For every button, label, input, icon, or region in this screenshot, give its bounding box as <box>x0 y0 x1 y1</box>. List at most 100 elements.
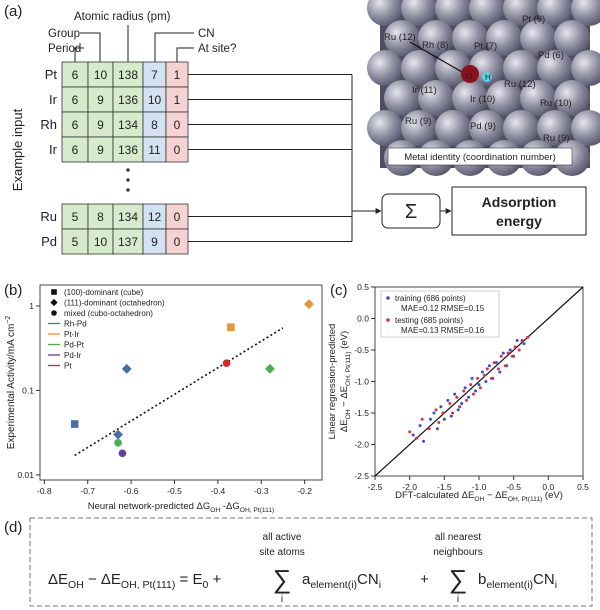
y-tick-label: -1.0 <box>354 377 369 387</box>
subscript: OH <box>210 507 220 514</box>
marker-diamond <box>264 363 275 374</box>
legend-label: Pd-Ir <box>64 351 82 360</box>
atom <box>537 110 573 146</box>
x-tick-label: 0.0 <box>542 482 554 492</box>
legend-label: training (686 points) <box>395 294 466 303</box>
x-tick-label: -0.2 <box>297 486 312 496</box>
marker-circle <box>492 361 496 365</box>
output-box <box>451 186 587 236</box>
pointer <box>409 41 463 73</box>
marker-circle <box>508 348 512 352</box>
sum-note: all nearest <box>435 532 481 543</box>
x-tick-label: -1.0 <box>472 482 487 492</box>
subscript: element(i) <box>310 579 357 591</box>
marker-circle <box>489 376 493 380</box>
equation-lhs: ΔEOH − ΔEOH, Pt(111) = E0 + <box>48 571 221 591</box>
marker-circle <box>462 389 466 393</box>
atom <box>452 20 488 56</box>
atom-label: Pd (6) <box>538 50 564 61</box>
text-part: DFT-calculated ΔE <box>395 490 474 501</box>
table-value: 0 <box>174 210 181 224</box>
y-tick-label: -2.5 <box>354 471 369 481</box>
legend-label: (111)-dominant (octahedron) <box>64 299 165 308</box>
atom-label: Ru (9) <box>405 116 431 127</box>
element-label: Ir <box>49 92 58 107</box>
table-value: 5 <box>72 235 79 249</box>
marker-circle <box>480 370 484 374</box>
x-tick-label: -1.5 <box>437 482 452 492</box>
text-part: CN <box>357 571 379 588</box>
table-value: 6 <box>72 118 79 132</box>
x-tick-label: -0.3 <box>254 486 269 496</box>
marker-circle <box>446 398 450 402</box>
marker-circle <box>434 408 438 412</box>
leader-line <box>74 47 84 62</box>
table-cell <box>61 136 89 163</box>
table-value: 137 <box>118 235 138 249</box>
table-value: 6 <box>72 68 79 82</box>
table-value: 136 <box>118 93 138 107</box>
subscript: OH <box>345 409 352 419</box>
atom <box>571 0 600 26</box>
atom-label: Pt (9) <box>522 14 545 25</box>
legend-label: mixed (cubo-octahedron) <box>64 309 153 318</box>
atom <box>554 20 590 56</box>
caption-box <box>387 147 573 166</box>
output-label: energy <box>496 213 542 229</box>
table-value: 1 <box>174 68 181 82</box>
marker-circle <box>476 376 480 380</box>
text-part: -ΔG <box>220 501 240 512</box>
element-label: Ir <box>49 142 58 157</box>
legend-box <box>380 290 500 338</box>
sum-note: all active <box>263 532 302 543</box>
text-part: (eV) <box>339 331 350 352</box>
table-cell <box>61 228 89 255</box>
atom-label: Ru (12) <box>384 32 416 43</box>
marker-circle <box>451 411 455 415</box>
y-axis-label: Linear regression-predicted <box>327 324 338 440</box>
marker-circle <box>471 392 475 396</box>
equation-term: belement(i)CNi <box>478 571 557 591</box>
sum-note: neighbours <box>433 547 482 558</box>
text-part: a <box>302 571 311 588</box>
marker-circle <box>477 383 481 387</box>
marker-circle <box>487 364 491 368</box>
element-label: Pd <box>41 234 57 249</box>
text-part: CN <box>533 571 555 588</box>
leader-line <box>176 47 194 62</box>
header-label: At site? <box>198 43 236 55</box>
equation-term: aelement(i)CNi <box>302 571 381 591</box>
plot-frame <box>39 284 323 481</box>
hydrogen-atom <box>482 72 492 82</box>
text-part: ΔE <box>48 571 68 588</box>
atom <box>520 80 556 116</box>
sum-symbol: ∑ <box>449 564 468 594</box>
atom-label: Pd (9) <box>470 121 496 132</box>
marker-circle <box>456 408 460 412</box>
x-tick-label: -2.5 <box>368 482 383 492</box>
table-cell <box>112 86 144 113</box>
marker-circle <box>422 439 426 443</box>
legend-label: Rh-Pd <box>64 320 87 329</box>
image-caption: Metal identity (coordination number) <box>404 152 556 163</box>
atom-label: Ru (10) <box>540 98 572 109</box>
text-part: (eV) <box>542 490 563 501</box>
table-value: 11 <box>148 143 161 157</box>
marker-diamond <box>304 299 314 310</box>
text-part: + <box>208 571 221 588</box>
marker-circle <box>499 354 503 358</box>
atom-label: Ru (12) <box>504 79 536 90</box>
table-value: 10 <box>94 68 108 82</box>
legend-label: (100)-dominant (cube) <box>64 288 143 297</box>
marker-circle <box>522 342 526 346</box>
atom-label: O <box>466 72 472 81</box>
table-value: 1 <box>174 93 181 107</box>
subscript: OH, Pt(111) <box>121 579 175 591</box>
marker-circle <box>520 339 524 343</box>
marker-circle <box>498 370 502 374</box>
y-tick-label: 0.1 <box>22 385 34 395</box>
marker-circle <box>437 420 441 424</box>
subscript: 0 <box>202 579 208 591</box>
marker-circle <box>460 402 464 406</box>
atom-label: Rh (8) <box>422 40 448 51</box>
